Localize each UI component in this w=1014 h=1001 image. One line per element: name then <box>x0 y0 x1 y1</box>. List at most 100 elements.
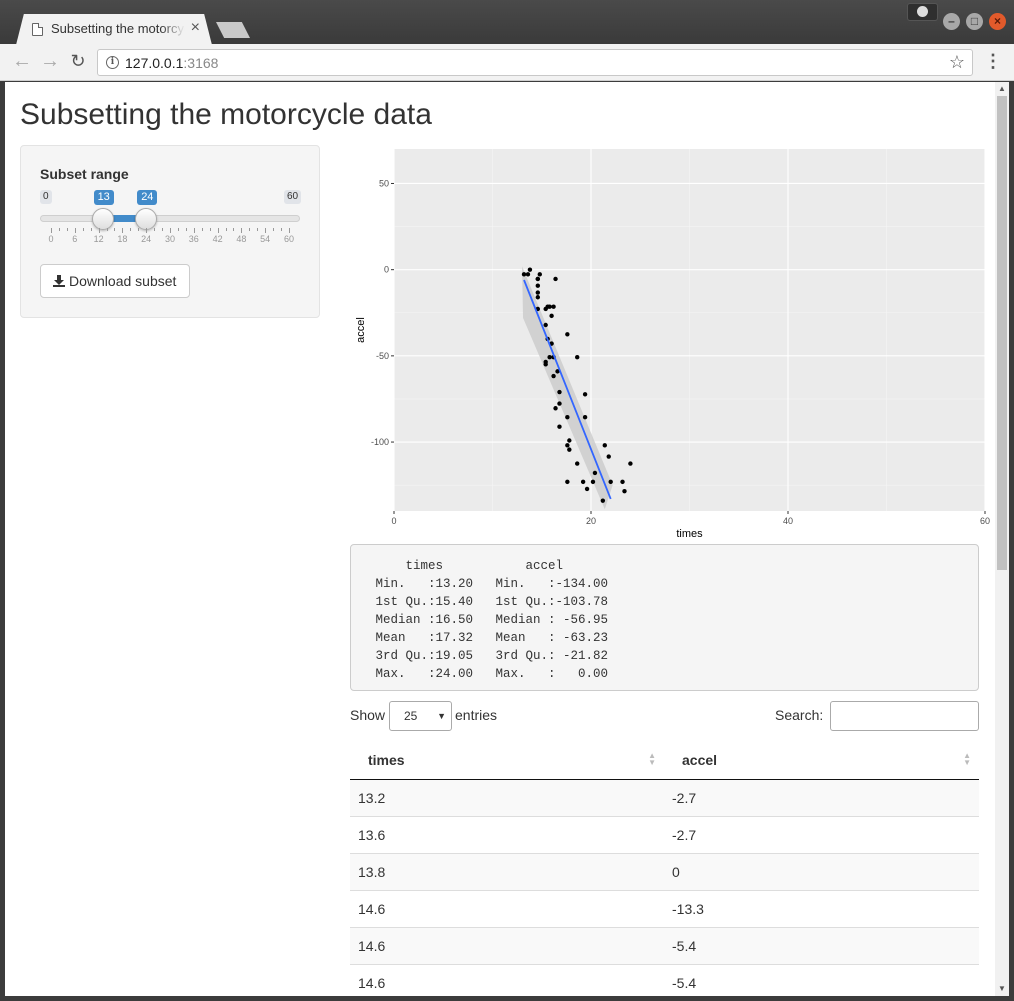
x-tick-label: 20 <box>586 516 596 526</box>
data-point <box>547 355 552 360</box>
column-header-label: times <box>368 751 405 768</box>
column-header-label: accel <box>682 751 718 768</box>
sort-icon: ▲ ▼ <box>648 751 656 767</box>
slider-tick <box>177 228 179 231</box>
slider-tick <box>162 228 164 231</box>
slider-tick <box>249 228 251 231</box>
data-point <box>582 415 588 420</box>
table-cell: 14.6 <box>350 963 664 996</box>
scroll-down-arrow-icon[interactable]: ▼ <box>998 984 1006 993</box>
page-viewport: Subsetting the motorcycle data Subset ra… <box>5 82 995 996</box>
entries-label: entries <box>455 707 498 723</box>
address-bar[interactable]: i 127.0.0.1:3168 ☆ <box>97 49 973 76</box>
data-point <box>628 461 633 466</box>
table-row[interactable]: 13.6 -2.7 <box>350 815 979 853</box>
profile-button[interactable] <box>907 3 938 21</box>
data-point <box>602 443 607 448</box>
x-tick-label: 40 <box>783 516 793 526</box>
summary-row: Mean :17.32 Mean : -63.23 <box>368 631 609 645</box>
data-point <box>557 401 562 406</box>
data-point <box>535 295 541 300</box>
slider-handle-from[interactable] <box>91 208 114 230</box>
y-tick-label: -50 <box>376 351 389 361</box>
table-row[interactable]: 14.6 -13.3 <box>350 889 979 927</box>
slider-tick <box>98 228 100 233</box>
browser-tab[interactable]: Subsetting the motorcycle data × <box>16 14 212 45</box>
search-input[interactable] <box>830 701 979 731</box>
url-text[interactable]: 127.0.0.1:3168 <box>125 55 218 71</box>
show-label: Show <box>350 707 386 723</box>
summary-header: times accel <box>368 559 564 573</box>
info-icon[interactable]: i <box>106 56 119 69</box>
table-cell: 13.8 <box>350 852 664 890</box>
table-cell: 0 <box>664 852 979 890</box>
data-point <box>557 389 562 395</box>
table-cell: 14.6 <box>350 926 664 964</box>
data-point <box>535 290 541 295</box>
table-row[interactable]: 13.2 -2.7 <box>350 778 979 816</box>
browser-toolbar: ← → ↻ i 127.0.0.1:3168 ☆ ⋮ <box>0 44 1014 81</box>
data-point <box>521 272 527 277</box>
data-point <box>565 415 570 420</box>
slider-track[interactable] <box>40 215 300 222</box>
close-window-button[interactable]: × <box>989 13 1006 30</box>
reload-icon[interactable]: ↻ <box>70 51 86 71</box>
slider-tick <box>122 228 124 233</box>
new-tab-button[interactable] <box>216 22 250 38</box>
browser-menu-icon[interactable]: ⋮ <box>984 51 1002 71</box>
entries-length-value: 25 <box>404 709 418 723</box>
chevron-down-icon: ▼ <box>437 711 446 721</box>
slider-tick-label: 12 <box>93 234 104 244</box>
data-point <box>565 443 570 448</box>
minimize-button[interactable]: – <box>943 13 960 30</box>
back-arrow-icon[interactable]: ← <box>12 50 32 72</box>
data-point <box>575 355 580 360</box>
slider-handle-to[interactable] <box>135 208 158 230</box>
slider-from-value: 13 <box>93 190 114 205</box>
forward-arrow-icon[interactable]: → <box>40 50 60 72</box>
data-point <box>547 304 552 309</box>
slider-tick <box>58 228 60 231</box>
scroll-up-arrow-icon[interactable]: ▲ <box>998 84 1006 93</box>
scrollbar-thumb[interactable] <box>997 96 1007 570</box>
table-row[interactable]: 14.6 -5.4 <box>350 926 979 964</box>
data-point <box>535 283 541 288</box>
entries-length-select[interactable]: 25 ▼ <box>389 701 452 731</box>
page-scrollbar[interactable]: ▲ ▼ <box>995 82 1009 996</box>
x-axis-title: times <box>676 528 703 540</box>
table-cell: 13.6 <box>350 815 664 853</box>
bookmark-star-icon[interactable]: ☆ <box>948 52 965 72</box>
slider-tick <box>170 228 171 233</box>
browser-titlebar: Subsetting the motorcycle data × – □ × <box>0 0 1014 45</box>
slider-tick <box>209 228 211 231</box>
y-tick-label: -100 <box>371 437 389 447</box>
slider-tick <box>225 228 227 231</box>
slider-tick <box>217 228 219 233</box>
table-cell: -5.4 <box>664 963 979 996</box>
data-point <box>527 267 533 272</box>
slider-min-label: 0 <box>40 190 52 204</box>
profile-icon <box>917 6 928 17</box>
slider-tick <box>74 228 76 233</box>
table-row[interactable]: 13.8 0 <box>350 852 979 890</box>
slider-tick <box>265 228 267 233</box>
data-point <box>537 272 542 277</box>
maximize-button[interactable]: □ <box>966 13 983 30</box>
table-row[interactable]: 14.6 -5.4 <box>350 963 979 996</box>
data-point <box>543 322 548 328</box>
data-point <box>567 447 572 452</box>
slider-tick <box>106 228 108 231</box>
tab-close-icon[interactable]: × <box>190 19 200 36</box>
data-point <box>565 479 570 485</box>
slider-selected-range[interactable] <box>102 215 147 222</box>
data-point <box>555 369 560 374</box>
download-subset-button[interactable]: Download subset <box>40 264 190 298</box>
column-header-accel[interactable]: accel ▲ ▼ <box>664 741 979 780</box>
page-icon <box>32 23 43 36</box>
slider-tick-label: 30 <box>164 234 176 244</box>
column-header-times[interactable]: times ▲ ▼ <box>350 741 664 780</box>
slider-tick <box>257 228 259 231</box>
data-point <box>575 461 580 466</box>
data-point <box>549 313 554 319</box>
slider-tick <box>82 228 84 231</box>
